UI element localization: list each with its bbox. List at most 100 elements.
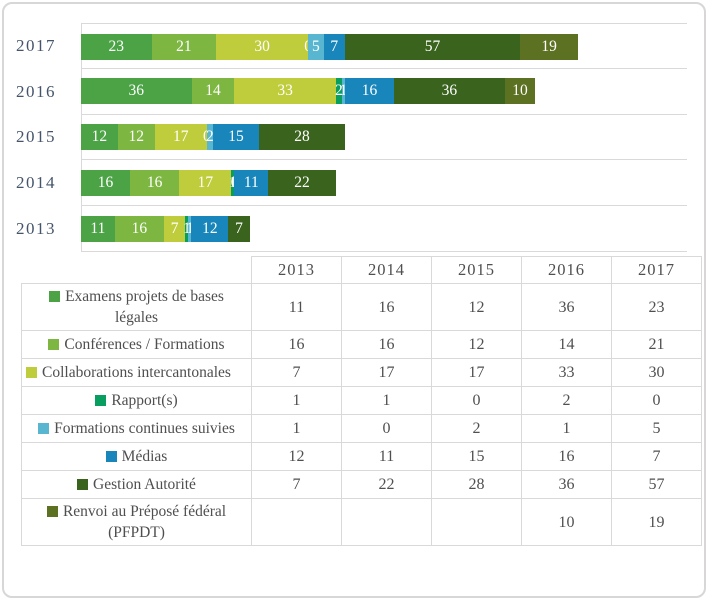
legend-swatch (48, 339, 60, 350)
value-cell: 23 (611, 283, 702, 331)
chart-row: 2013 11 16 7 1 1 12 7 (4, 206, 704, 252)
bar-segment-value: 11 (243, 173, 259, 191)
legend-swatch (49, 291, 61, 302)
bar-segment: 30 (216, 33, 309, 60)
bar-segment: 1 (186, 215, 194, 242)
stacked-bar: 2321300575719 (81, 33, 579, 60)
stacked-bar-chart: 2017232130057571920163614332116361020151… (4, 23, 704, 252)
value-cell: 1 (251, 414, 342, 443)
y-axis-label: 2013 (16, 219, 56, 239)
y-axis-label: 2015 (16, 127, 56, 147)
value-cell: 7 (611, 442, 702, 471)
row-label-cell: Gestion Autorité (21, 470, 252, 499)
y-axis-label: 2016 (16, 81, 56, 101)
column-header-year: 2015 (431, 256, 522, 284)
column-header-year: 2013 (251, 256, 342, 284)
y-axis-label: 2014 (16, 173, 56, 193)
bar-segment: 12 (117, 124, 155, 151)
stacked-bar: 36 14 33 2 1 16 36 10 (81, 78, 536, 105)
bar-segment: 12 (191, 215, 229, 242)
bar-segment-value: 7 (170, 219, 179, 237)
bar-segment: 36 (394, 78, 505, 105)
value-cell: 16 (521, 442, 612, 471)
table-body: Examens projets de bases légales 11 16 12 36… (21, 283, 702, 546)
value-cell: 11 (251, 283, 342, 331)
series-name: Examens projets de bases légales (65, 288, 224, 326)
bar-segment-value: 23 (108, 37, 125, 55)
series-name: Renvoi au Préposé fédéral (PFPDT) (62, 503, 227, 541)
bar-segment-value: 10 (512, 82, 528, 100)
series-name: Collaborations intercantonales (42, 364, 231, 381)
value-cell: 1 (521, 414, 612, 443)
bar-segment: 5 (308, 33, 324, 60)
series-name: Conférences / Formations (64, 336, 225, 353)
bar-segment-value: 36 (128, 82, 145, 100)
value-cell: 57 (611, 470, 702, 499)
bar-segment: 57 (345, 33, 520, 60)
value-cell: 17 (341, 358, 432, 387)
bar-segment: 1 (183, 215, 191, 242)
chart-row: 20172321300575719 (4, 23, 704, 69)
bar-segment-value: 17 (197, 173, 214, 191)
legend-swatch (46, 506, 58, 517)
value-cell: 2 (521, 386, 612, 415)
plot-band: 2321300575719 (81, 23, 687, 69)
value-cell: 0 (431, 386, 522, 415)
bar-segment: 22 (268, 169, 336, 196)
bar-segment: 7 (323, 33, 345, 60)
bar-segment-value: 5 (311, 37, 320, 55)
value-cell: 12 (431, 330, 522, 359)
bar-segment: 14 (191, 78, 235, 105)
row-label-cell: Renvoi au Préposé fédéral (PFPDT) (21, 498, 252, 546)
value-cell: 7 (251, 470, 342, 499)
bar-segment-value: 33 (277, 82, 293, 100)
bar-segment-value: 28 (294, 128, 310, 146)
value-cell: 36 (521, 470, 612, 499)
value-cell: 17 (431, 358, 522, 387)
chart-row: 2016 36 14 33 2 1 16 36 10 (4, 69, 704, 115)
bar-segment-value: 21 (176, 37, 192, 55)
bar-segment: 19 (519, 33, 579, 60)
bar-segment-value: 7 (235, 219, 243, 237)
bar-segment: 11 (234, 169, 269, 196)
row-label-cell: Examens projets de bases légales (21, 283, 252, 331)
legend-swatch (77, 479, 89, 490)
stacked-bar: 11 16 7 1 1 12 7 (81, 215, 250, 242)
legend-swatch (95, 395, 107, 406)
value-cell: 1 (251, 386, 342, 415)
value-cell: 33 (521, 358, 612, 387)
bar-segment: 17 (154, 124, 207, 151)
legend-swatch (38, 423, 50, 434)
value-cell: 22 (341, 470, 432, 499)
series-name: Rapport(s) (111, 392, 178, 409)
row-label-cell: Médias (21, 442, 252, 471)
bar-segment-value: 1 (339, 82, 348, 100)
bar-segment: 2 (206, 124, 214, 151)
bar-segment-value: 19 (541, 37, 557, 55)
row-label-cell: Formations continues suivies (21, 414, 252, 443)
table-header: 2013 2014 2015 2016 2017 (21, 256, 702, 284)
bar-segment: 28 (259, 124, 345, 151)
table-header-row: 2013 2014 2015 2016 2017 (21, 256, 702, 284)
data-table: 2013 2014 2015 2016 2017 Examens projets de … (21, 256, 702, 546)
bar-segment-value: 2 (206, 128, 214, 146)
bar-segment: 16 (114, 215, 164, 242)
value-cell: 16 (251, 330, 342, 359)
value-cell: 1 (341, 386, 432, 415)
plot-band: 121217021528 (81, 115, 687, 161)
bar-segment: 1 (229, 169, 237, 196)
value-cell: 5 (611, 414, 702, 443)
bar-segment-value: 22 (294, 173, 310, 191)
chart-plot-area: 2017232130057571920163614332116361020151… (4, 23, 704, 252)
bar-segment: 33 (234, 78, 336, 105)
bar-segment-value: 16 (146, 173, 163, 191)
table-row: Examens projets de bases légales 11 16 12 36… (21, 283, 702, 331)
bar-segment: 16 (130, 169, 180, 196)
value-cell: 11 (341, 442, 432, 471)
figure-frame: 2017232130057571920163614332116361020151… (2, 2, 706, 598)
bar-segment: 36 (81, 78, 192, 105)
table-row: Rapport(s) 1 1 0 2 0 (21, 386, 702, 415)
table-row: Conférences / Formations 16 16 12 14 21 (21, 330, 702, 359)
row-label-cell: Conférences / Formations (21, 330, 252, 359)
chart-row: 2015121217021528 (4, 115, 704, 161)
